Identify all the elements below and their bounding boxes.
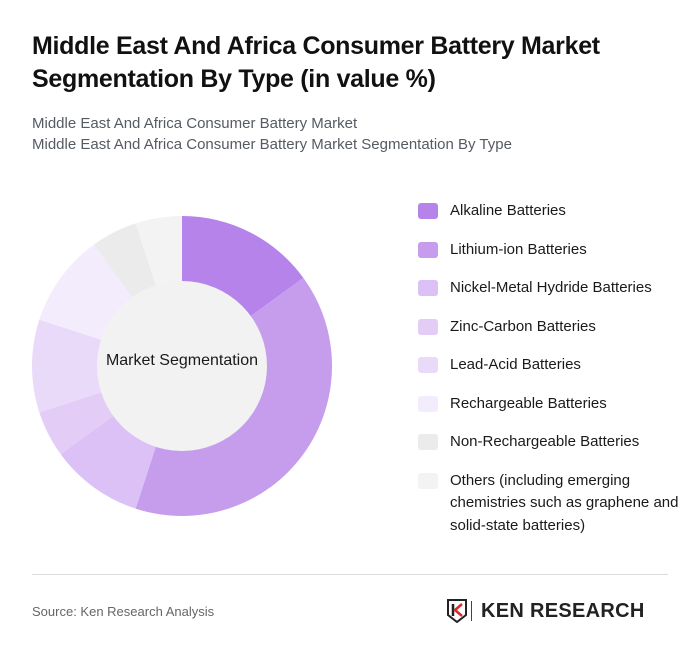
donut-center-label: Market Segmentation	[105, 352, 259, 369]
page-title: Middle East And Africa Consumer Battery …	[32, 32, 600, 93]
legend-item[interactable]: Nickel-Metal Hydride Batteries	[418, 277, 688, 300]
subtitle-line-1: Middle East And Africa Consumer Battery …	[32, 115, 358, 132]
source-note: Source: Ken Research Analysis	[32, 604, 215, 619]
legend-item[interactable]: Lead-Acid Batteries	[418, 354, 688, 377]
legend-item[interactable]: Rechargeable Batteries	[418, 393, 688, 416]
ken-shield-icon	[447, 599, 467, 623]
footer-divider	[32, 574, 668, 575]
legend-swatch-icon	[418, 318, 438, 335]
legend-swatch-icon	[418, 395, 438, 412]
legend-label: Zinc-Carbon Batteries	[450, 317, 596, 335]
legend-item[interactable]: Lithium-ion Batteries	[418, 239, 688, 262]
legend-swatch-icon	[418, 434, 438, 450]
legend-item[interactable]: Non-Rechargeable Batteries	[418, 431, 688, 454]
logo-text: KEN RESEARCH	[481, 599, 645, 622]
legend-label: Rechargeable Batteries	[450, 394, 607, 412]
legend-label: Alkaline Batteries	[450, 202, 566, 219]
ken-research-logo: KEN RESEARCH	[447, 599, 645, 623]
legend-item[interactable]: Alkaline Batteries	[418, 200, 688, 223]
logo-separator	[471, 601, 472, 621]
donut-hole	[97, 281, 267, 451]
legend-label: Lithium-ion Batteries	[450, 240, 587, 258]
legend: Alkaline Batteries Lithium-ion Batteries…	[418, 200, 688, 553]
legend-swatch-icon	[418, 280, 438, 296]
legend-label: Others (including emerging chemistries s…	[450, 471, 679, 534]
subtitle-line-2: Middle East And Africa Consumer Battery …	[32, 136, 512, 153]
legend-swatch-icon	[418, 241, 438, 258]
subtitle: Middle East And Africa Consumer Battery …	[32, 113, 512, 155]
legend-swatch-icon	[418, 472, 438, 489]
legend-item[interactable]: Others (including emerging chemistries s…	[418, 470, 688, 538]
legend-swatch-icon	[418, 203, 438, 219]
legend-label: Lead-Acid Batteries	[450, 356, 581, 373]
donut-chart	[32, 216, 332, 516]
legend-label: Nickel-Metal Hydride Batteries	[450, 279, 652, 296]
legend-item[interactable]: Zinc-Carbon Batteries	[418, 316, 688, 339]
legend-label: Non-Rechargeable Batteries	[450, 433, 640, 450]
legend-swatch-icon	[418, 357, 438, 373]
